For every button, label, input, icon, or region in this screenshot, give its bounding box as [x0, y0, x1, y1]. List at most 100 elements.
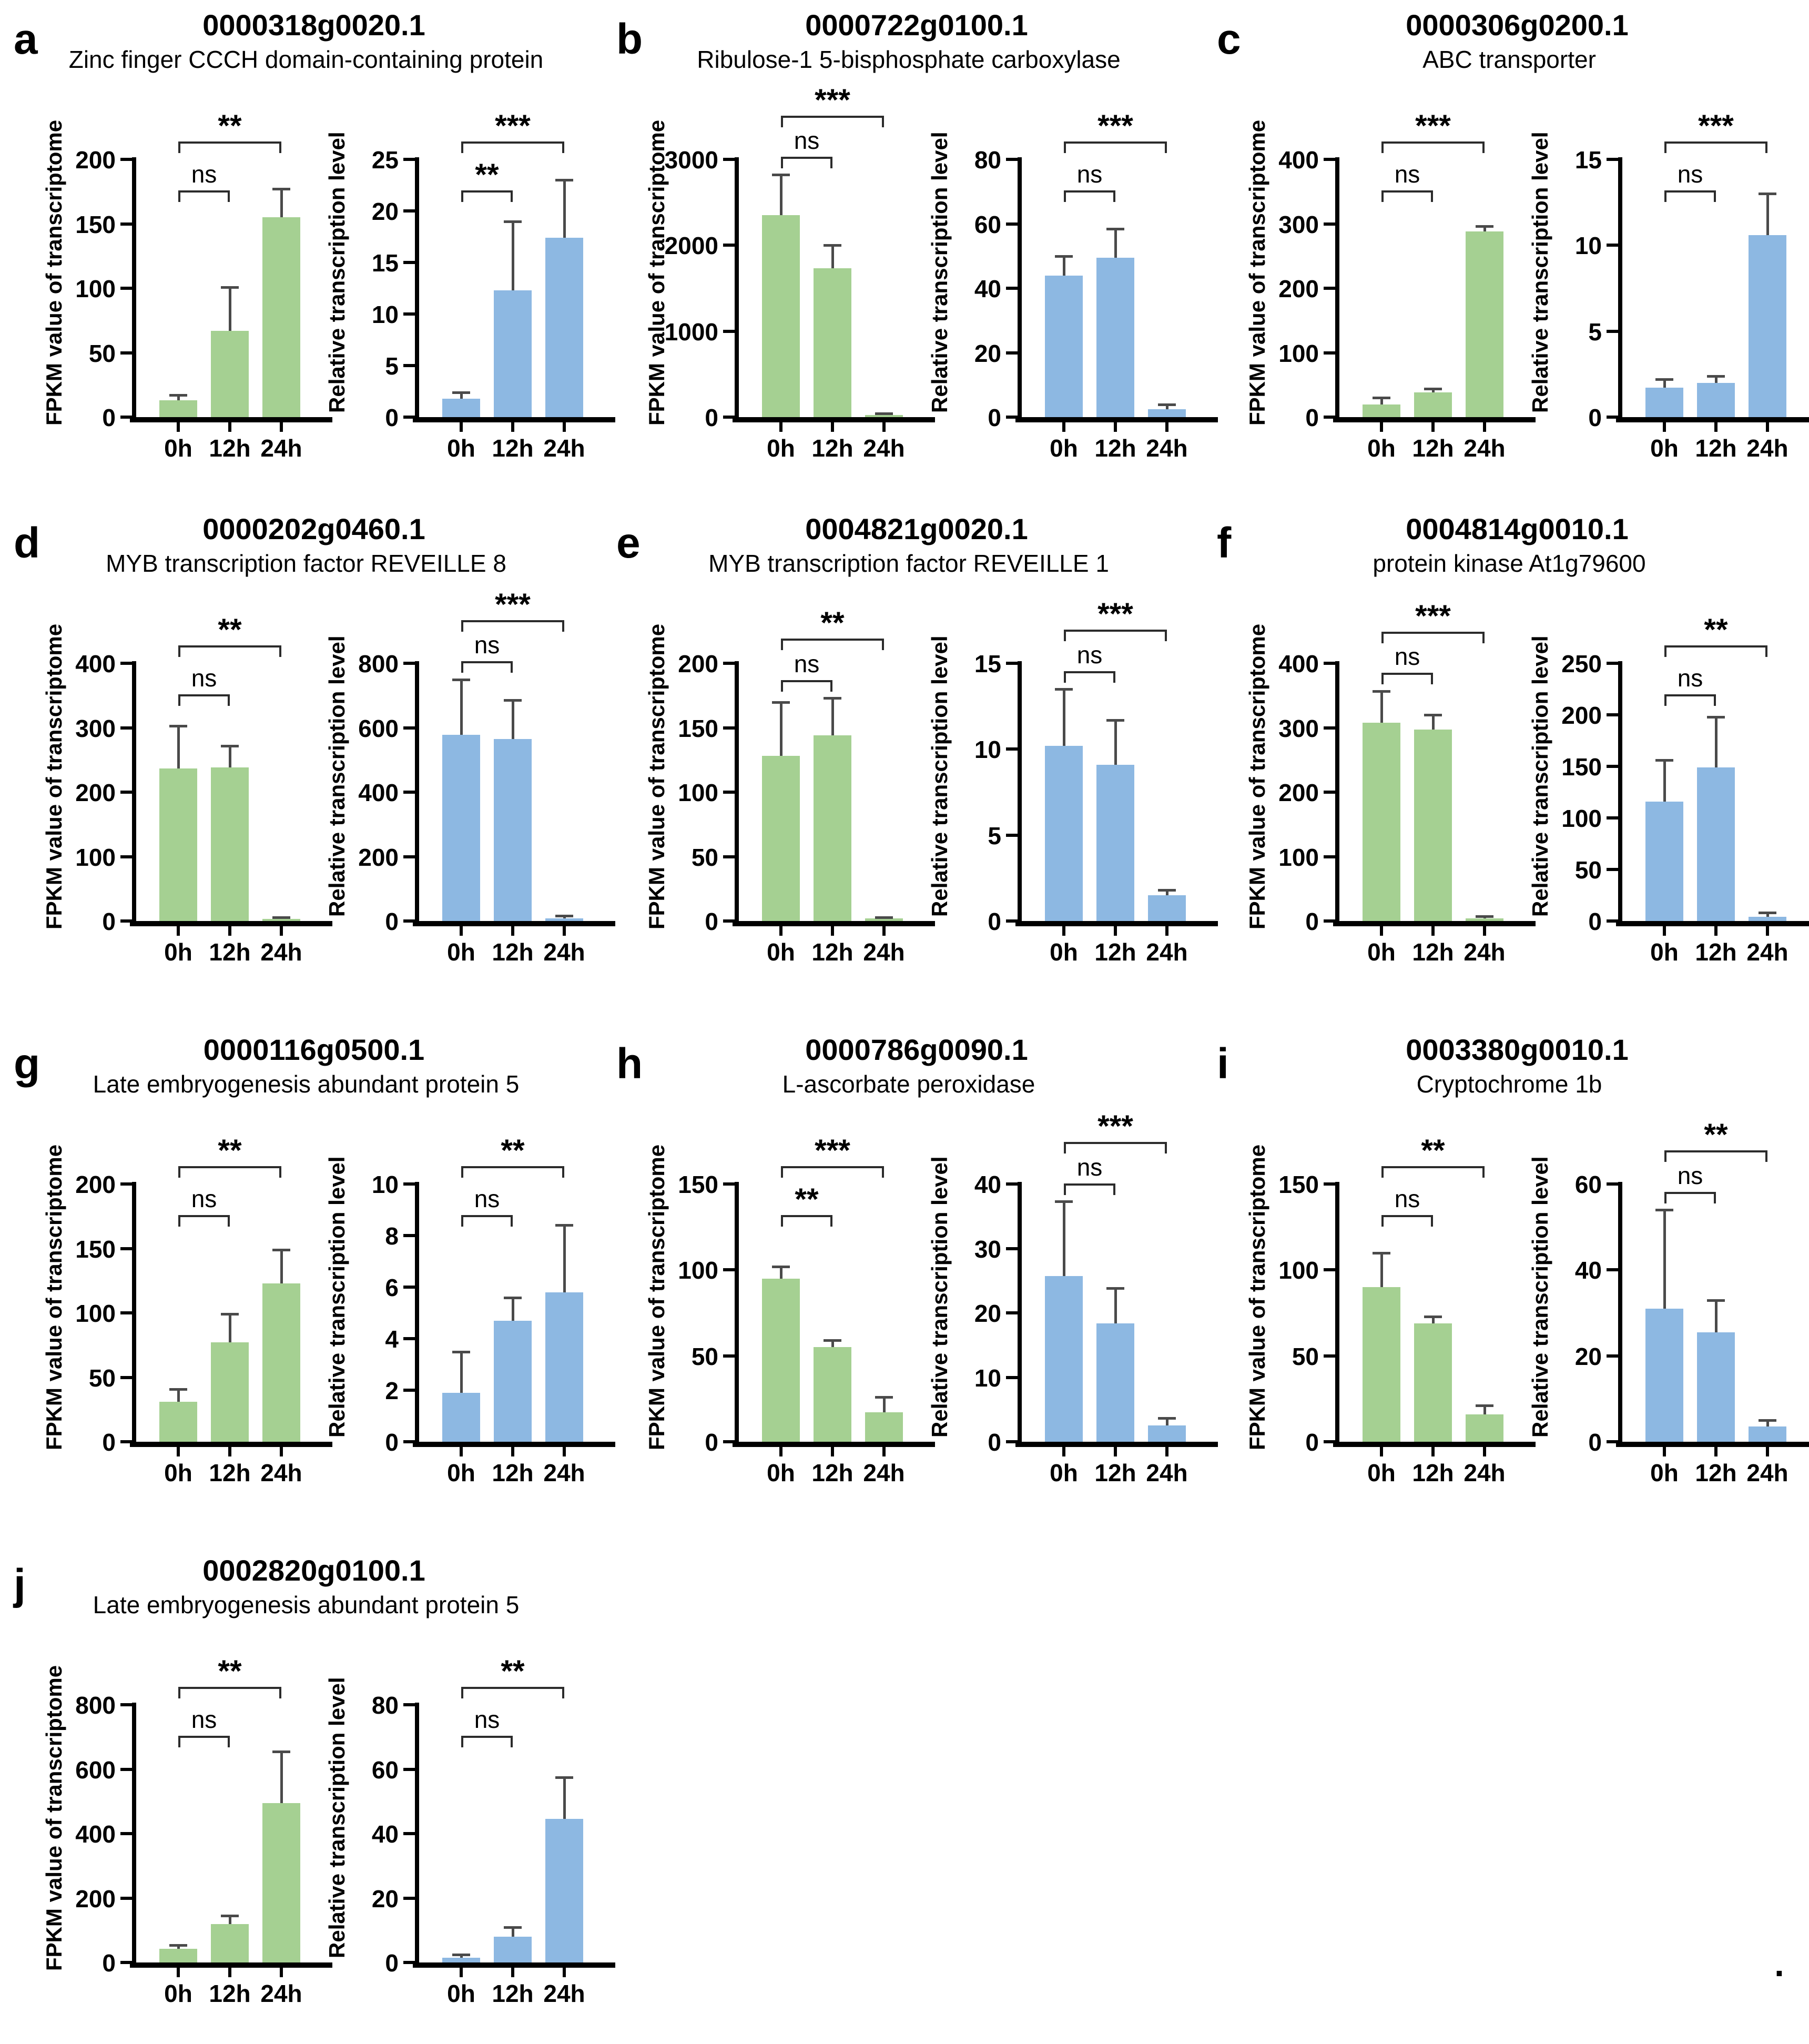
x-tick — [1062, 1447, 1065, 1456]
x-tick-label: 12h — [209, 1459, 251, 1486]
panel-letter: j — [14, 1561, 26, 1608]
bracket-end — [830, 680, 832, 692]
y-tick — [723, 1354, 736, 1358]
bracket-end — [882, 639, 884, 651]
bracket-end — [461, 141, 463, 153]
bar-12h — [494, 738, 532, 921]
error-bar-line — [1380, 691, 1383, 723]
x-axis — [1333, 417, 1536, 422]
error-bar-cap — [504, 699, 522, 702]
bracket-end — [1664, 645, 1666, 657]
x-tick — [228, 422, 231, 432]
gene-name-subtitle: Zinc finger CCCH domain-containing prote… — [68, 46, 544, 73]
error-bar-line — [1663, 760, 1666, 802]
y-axis — [735, 1182, 739, 1444]
panel-d: d 0000202g0460.1 MYB transcription factor … — [6, 508, 615, 1003]
y-tick-label: 60 — [371, 1756, 399, 1784]
relative-transcription-chart: Relative transcription level 0 20 40 60 0h 12h… — [1525, 1108, 1809, 1523]
x-tick — [280, 1447, 283, 1456]
bracket-end — [1664, 1191, 1666, 1203]
bracket-end — [178, 141, 180, 153]
y-tick — [403, 364, 416, 367]
y-tick — [723, 855, 736, 858]
error-bar-cap — [1106, 1287, 1124, 1290]
bracket-end — [781, 1166, 783, 1178]
y-tick-label: 0 — [102, 1949, 116, 1977]
y-tick-label: 100 — [1561, 805, 1602, 832]
y-tick-label: 15 — [1574, 146, 1602, 174]
y-tick — [403, 209, 416, 213]
fpkm-chart: FPKM value of transcriptome 0 50 100 150 200 0… — [39, 1108, 332, 1523]
y-tick — [1607, 1268, 1619, 1272]
relative-transcription-chart: Relative transcription level 0 10 20 30 40 0h 1… — [924, 1108, 1218, 1523]
error-bar-line — [831, 1340, 834, 1348]
significance-label: ** — [218, 612, 242, 647]
y-tick-label: 60 — [1574, 1171, 1602, 1198]
y-tick-label: 150 — [75, 210, 116, 238]
significance-label: ns — [794, 650, 820, 677]
bracket-end — [1381, 190, 1384, 202]
error-bar-cap — [221, 286, 239, 289]
bar-12h — [1096, 257, 1134, 417]
y-tick-label: 100 — [678, 779, 718, 806]
bar-12h — [1096, 764, 1134, 921]
y-tick-label: 200 — [678, 650, 718, 677]
bar-12h — [1096, 1323, 1134, 1442]
panel-e: e 0004821g0020.1 MYB transcription factor … — [609, 508, 1218, 1003]
y-tick-label: 250 — [1561, 650, 1602, 677]
bracket-end — [882, 115, 884, 127]
bracket-end — [1381, 141, 1384, 153]
bar-24h — [1466, 231, 1503, 417]
bar-12h — [211, 1342, 249, 1442]
y-axis — [1018, 157, 1022, 419]
panel-letter: i — [1217, 1040, 1229, 1088]
y-tick — [403, 1182, 416, 1186]
bar-12h — [211, 330, 249, 417]
panel-g: g 0000116g0500.1 Late embryogenesis abunda… — [6, 1029, 615, 1523]
error-bar-line — [512, 1297, 514, 1321]
gene-id-title: 0000786g0090.1 — [805, 1033, 1028, 1066]
x-tick-label: 24h — [1746, 434, 1788, 462]
y-tick — [120, 1311, 133, 1314]
x-tick — [831, 422, 834, 432]
x-tick-label: 12h — [1412, 1459, 1454, 1486]
bracket-end — [461, 190, 463, 202]
significance-bracket — [1381, 141, 1485, 144]
y-tick-label: 50 — [1574, 856, 1602, 884]
bar-24h — [262, 1803, 300, 1962]
x-tick — [1483, 422, 1486, 432]
significance-bracket — [1381, 1215, 1433, 1217]
y-tick-label: 8 — [385, 1222, 399, 1250]
x-tick-label: 12h — [1695, 1459, 1737, 1486]
x-tick — [831, 1447, 834, 1456]
significance-bracket — [1064, 671, 1115, 673]
y-tick-label: 400 — [75, 1820, 116, 1848]
y-tick — [723, 158, 736, 161]
x-tick — [563, 1447, 566, 1456]
x-tick — [1114, 422, 1117, 432]
y-tick-label: 200 — [75, 779, 116, 806]
x-tick — [1165, 1447, 1168, 1456]
significance-bracket — [178, 645, 281, 647]
x-tick — [1663, 422, 1666, 432]
y-tick — [1006, 1440, 1019, 1443]
x-tick — [177, 1968, 180, 1977]
x-axis — [733, 417, 935, 422]
significance-label: ** — [501, 1654, 525, 1688]
y-tick — [1324, 158, 1336, 161]
gene-id-title: 0000202g0460.1 — [202, 512, 425, 545]
error-bar-cap — [875, 916, 893, 919]
error-bar-line — [1166, 1418, 1168, 1426]
x-tick — [1766, 1447, 1769, 1456]
error-bar-cap — [221, 1313, 239, 1316]
significance-label: ns — [474, 631, 500, 659]
error-bar-cap — [504, 1296, 522, 1299]
error-bar-line — [229, 1916, 231, 1924]
significance-label: ns — [191, 1185, 217, 1212]
y-axis — [1335, 1182, 1339, 1444]
x-tick — [831, 926, 834, 936]
y-tick-label: 200 — [75, 146, 116, 174]
y-tick-label: 20 — [1574, 1342, 1602, 1370]
y-tick-label: 6 — [385, 1274, 399, 1301]
fpkm-chart: FPKM value of transcriptome 0 200 400 600 800… — [39, 1628, 332, 2044]
